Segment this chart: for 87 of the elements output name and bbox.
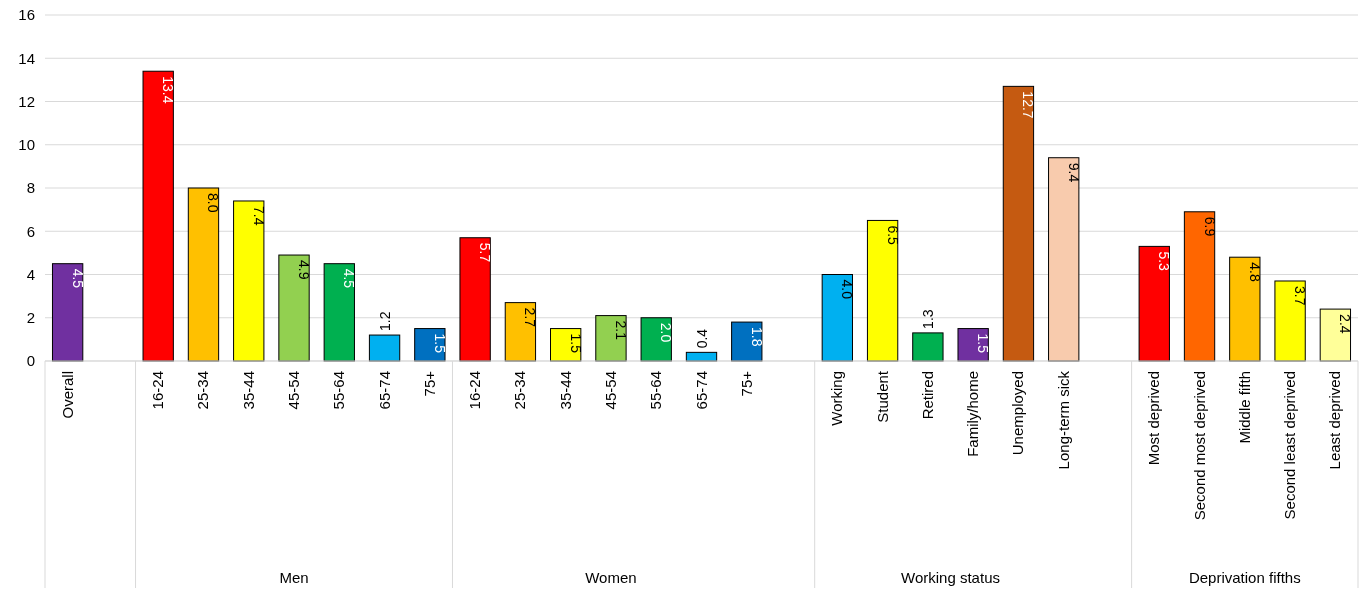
data-label: 2.0 bbox=[658, 322, 675, 343]
x-tick-label: 75+ bbox=[420, 370, 438, 397]
data-label: 2.1 bbox=[612, 320, 629, 341]
data-label: 12.7 bbox=[1020, 91, 1037, 119]
x-tick-label: 45-54 bbox=[285, 371, 303, 410]
y-tick-label: 4 bbox=[26, 265, 35, 283]
x-tick-label: Second least deprived bbox=[1281, 371, 1299, 520]
x-tick-label: Unemployed bbox=[1009, 371, 1027, 456]
data-label: 4.8 bbox=[1246, 262, 1263, 282]
data-label: 5.3 bbox=[1156, 251, 1173, 272]
data-label: 3.7 bbox=[1292, 285, 1309, 306]
bar bbox=[187, 187, 220, 362]
text: Women bbox=[585, 569, 637, 586]
bar bbox=[821, 274, 853, 362]
x-tick-label: Working bbox=[828, 371, 846, 426]
y-tick-label: 16 bbox=[18, 6, 35, 24]
bar bbox=[912, 332, 944, 362]
data-label: 1.5 bbox=[975, 333, 992, 354]
data-label: 4.5 bbox=[69, 268, 86, 289]
x-tick-label: 65-74 bbox=[692, 371, 710, 410]
x-tick-label: Middle fifth bbox=[1235, 371, 1253, 444]
data-label: 6.9 bbox=[1201, 216, 1218, 237]
bar bbox=[1274, 280, 1306, 362]
data-label: 1.5 bbox=[567, 333, 584, 354]
text: Working status bbox=[901, 569, 1000, 586]
data-label: 1.8 bbox=[748, 327, 765, 347]
y-tick-label: 2 bbox=[26, 309, 35, 326]
data-label: 7.4 bbox=[250, 205, 267, 226]
bar bbox=[640, 317, 672, 362]
bar bbox=[1002, 85, 1035, 362]
x-tick-label: 16-24 bbox=[149, 371, 167, 410]
data-label: 5.7 bbox=[477, 242, 494, 263]
y-tick-label: 6 bbox=[26, 222, 35, 240]
data-label: 4.9 bbox=[296, 260, 313, 280]
x-tick-label: Retired bbox=[918, 371, 936, 420]
x-tick-label: 75+ bbox=[737, 370, 755, 397]
text: Men bbox=[279, 569, 309, 586]
data-label: 2.7 bbox=[522, 307, 539, 328]
bar bbox=[1183, 211, 1216, 362]
x-tick-label: 65-74 bbox=[375, 371, 393, 410]
data-label: 4.0 bbox=[839, 279, 856, 300]
y-tick-label: 8 bbox=[26, 179, 35, 197]
bar bbox=[368, 334, 401, 362]
x-tick-label: Least deprived bbox=[1326, 371, 1344, 470]
bar bbox=[866, 219, 899, 362]
x-tick-label: 25-34 bbox=[194, 371, 212, 410]
x-tick-label: Student bbox=[873, 370, 891, 423]
data-label: 6.5 bbox=[884, 225, 901, 246]
x-tick-label: Long-term sick bbox=[1054, 370, 1072, 470]
x-tick-label: 55-64 bbox=[330, 371, 348, 410]
bar bbox=[142, 70, 174, 362]
x-tick-label: 45-54 bbox=[601, 371, 619, 410]
x-tick-label: 35-44 bbox=[556, 371, 574, 410]
data-label: 13.4 bbox=[160, 76, 177, 104]
data-label: 1.5 bbox=[431, 333, 448, 354]
bar bbox=[504, 302, 537, 362]
data-label: 8.0 bbox=[205, 193, 222, 213]
x-tick-label: 35-44 bbox=[239, 371, 257, 410]
x-tick-label: 25-34 bbox=[511, 371, 529, 410]
y-tick-label: 14 bbox=[18, 49, 35, 67]
bar bbox=[233, 200, 265, 362]
bar bbox=[1138, 245, 1170, 362]
bar bbox=[278, 254, 310, 362]
bar bbox=[323, 263, 355, 362]
x-tick-label: 16-24 bbox=[466, 371, 484, 410]
bar bbox=[731, 321, 763, 362]
data-label: 9.4 bbox=[1065, 162, 1082, 183]
bar bbox=[1229, 256, 1261, 362]
y-tick-label: 12 bbox=[18, 92, 35, 110]
data-label: 4.5 bbox=[341, 268, 358, 289]
bar bbox=[1319, 308, 1352, 362]
y-tick-label: 0 bbox=[26, 352, 35, 370]
data-label: 1.2 bbox=[376, 311, 393, 332]
x-tick-label: Family/home bbox=[964, 371, 982, 457]
x-tick-label: Overall bbox=[58, 371, 76, 419]
x-tick-label: Second most deprived bbox=[1190, 371, 1208, 521]
x-tick-label: Most deprived bbox=[1145, 371, 1163, 466]
data-label: 2.4 bbox=[1337, 314, 1354, 334]
bar bbox=[459, 237, 491, 362]
bar bbox=[51, 263, 84, 362]
text: Deprivation fifths bbox=[1188, 569, 1301, 586]
bar bbox=[1048, 157, 1080, 362]
x-tick-label: 55-64 bbox=[647, 371, 665, 410]
data-label: 0.4 bbox=[693, 328, 710, 349]
bar bbox=[595, 315, 627, 362]
y-tick-label: 10 bbox=[18, 136, 35, 153]
data-label: 1.3 bbox=[919, 309, 936, 329]
